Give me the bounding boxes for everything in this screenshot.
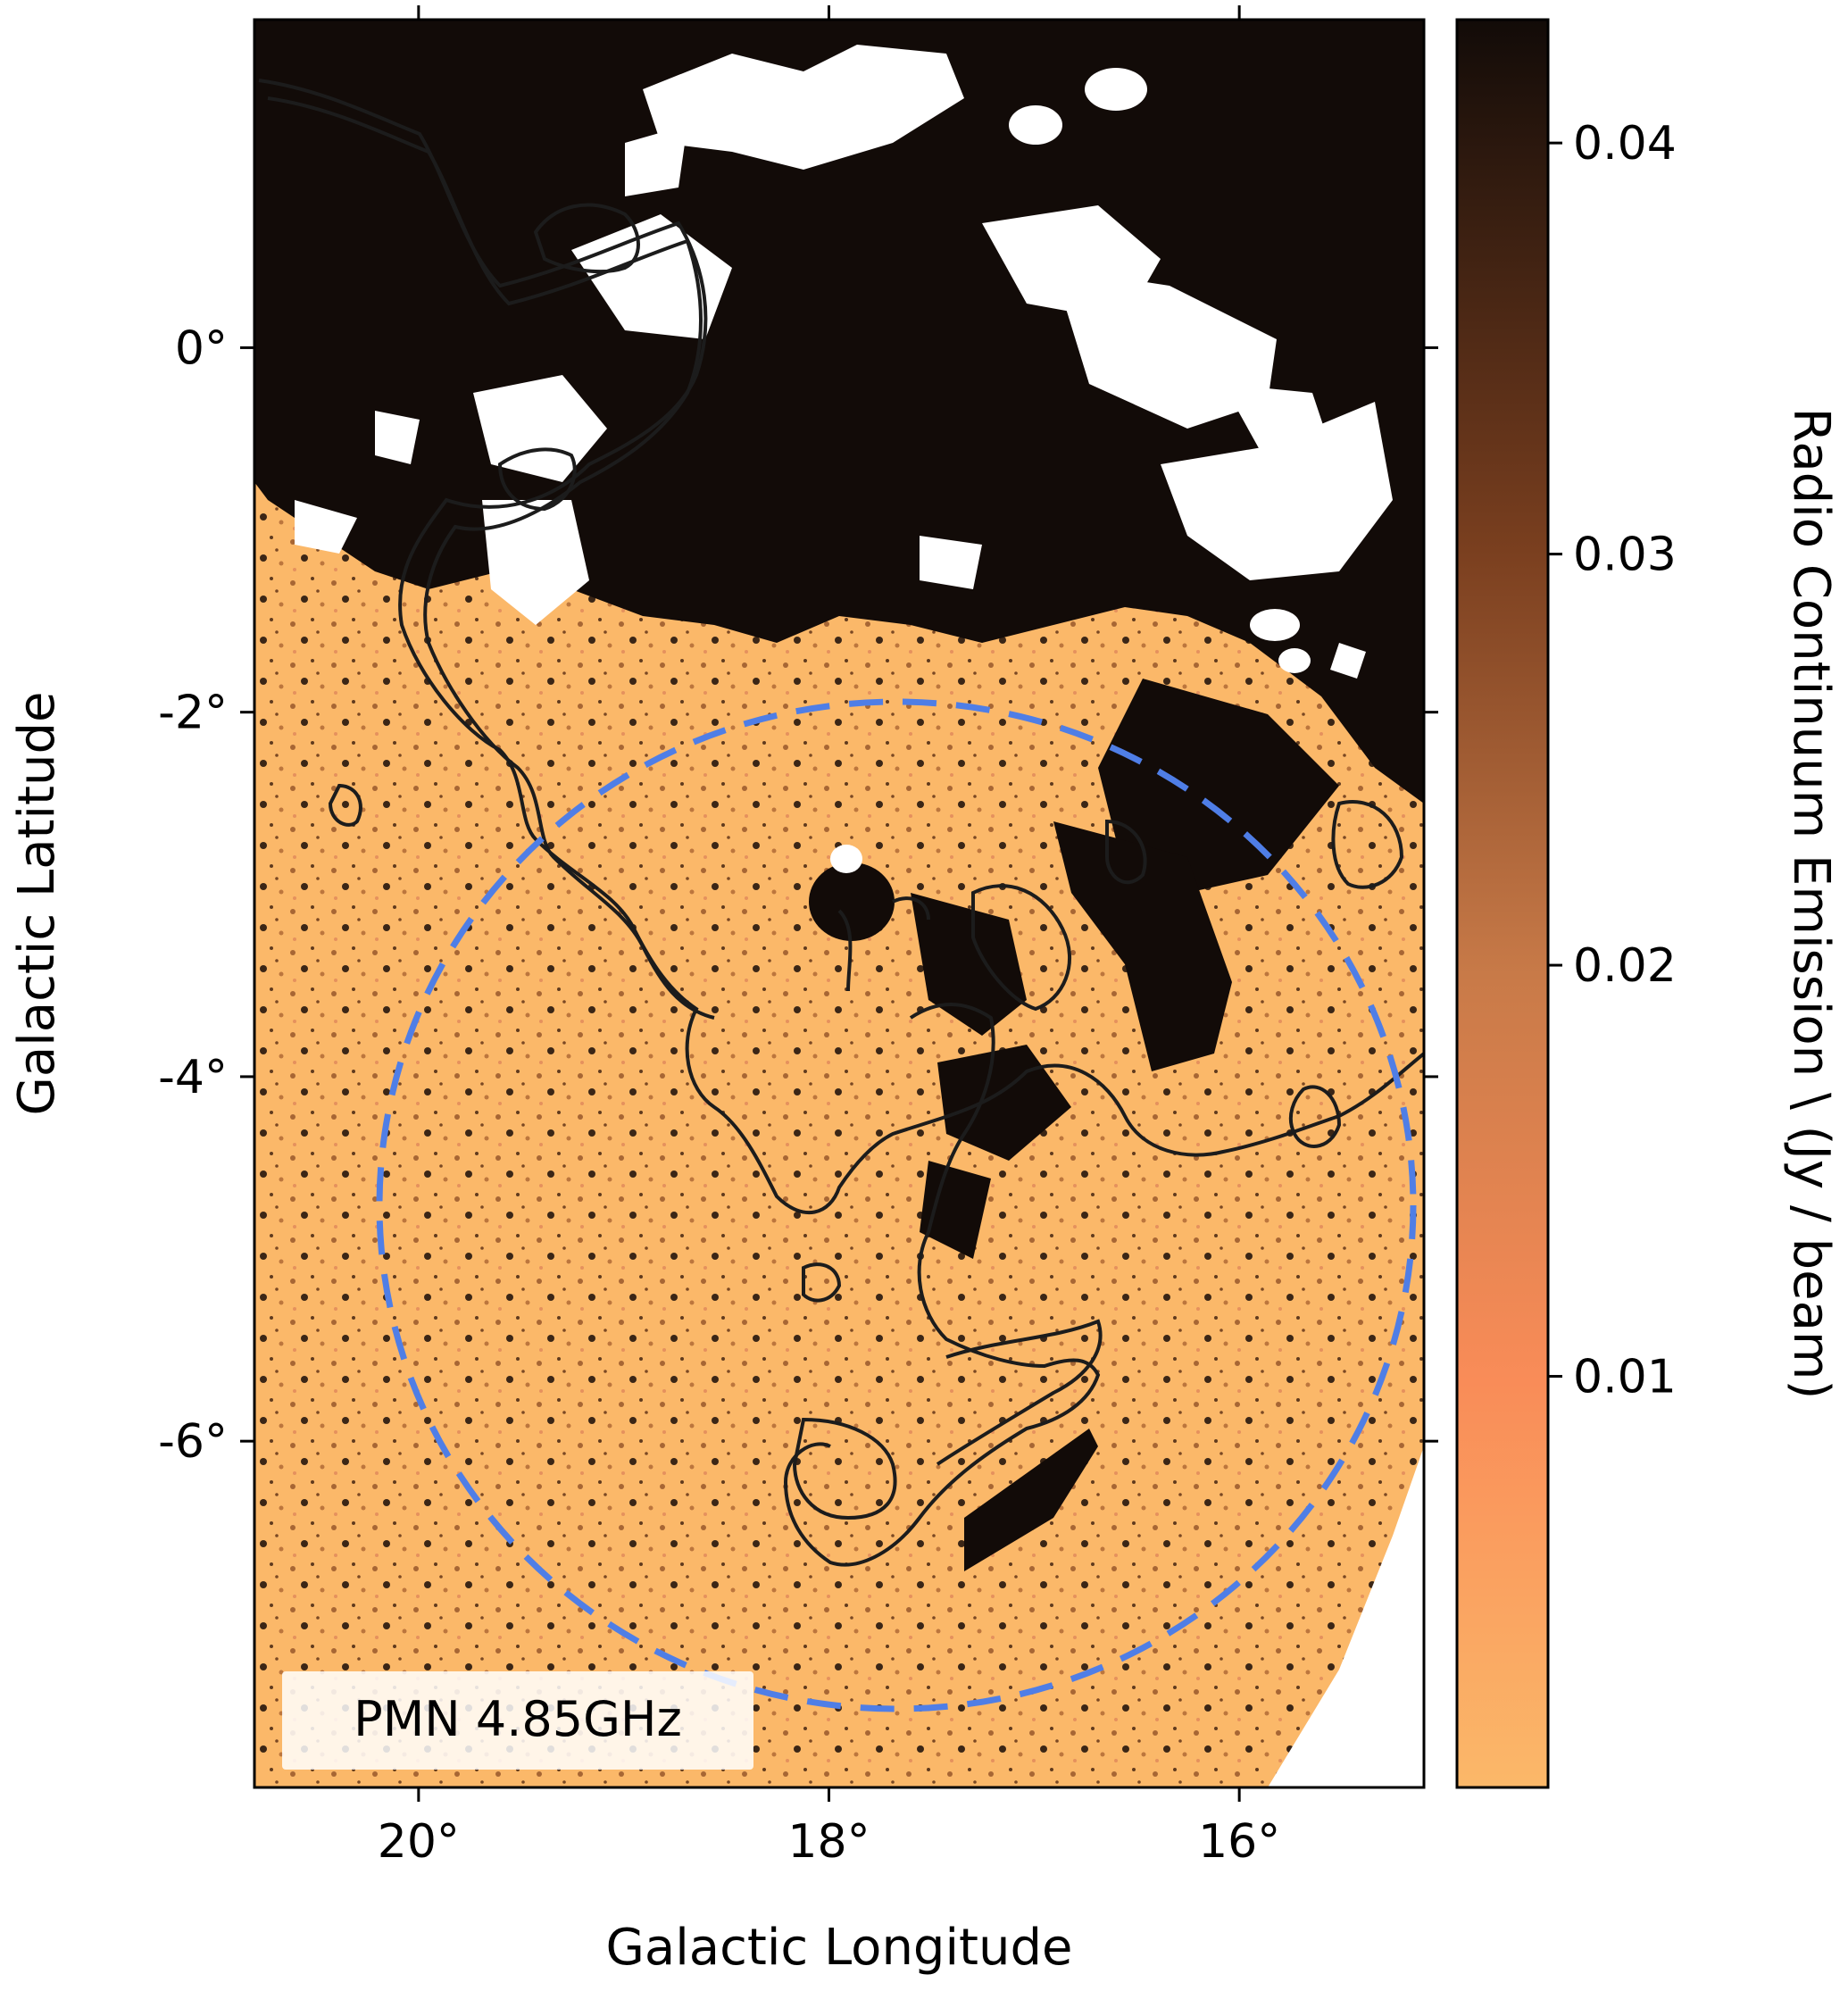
heatmap-image [254,20,1424,1787]
x-axis: 20° 18° 16° [378,5,1280,1869]
colorbar-gradient [1455,18,1550,1789]
x-tick-label: 20° [378,1815,460,1869]
colorbar-tick-label: 0.04 [1573,117,1677,171]
x-tick-label: 16° [1198,1815,1280,1869]
colorbar-ticks: 0.01 0.02 0.03 0.04 [1548,117,1677,1404]
colorbar: 0.01 0.02 0.03 0.04 Radio Continuum Emissio… [1455,18,1840,1789]
y-axis: 0° -2° -4° -6° [158,321,1438,1469]
y-tick-label: -6° [158,1415,228,1469]
plot-frame [253,18,1426,1789]
y-tick-label: 0° [175,321,228,375]
x-tick-label: 18° [787,1815,870,1869]
y-axis-title: Galactic Latitude [8,692,66,1116]
annotation-box [282,1671,753,1770]
colorbar-tick-label: 0.01 [1573,1351,1677,1404]
y-tick-label: -2° [158,687,228,740]
colorbar-label: Radio Continuum Emission \ (Jy / beam) [1782,408,1840,1400]
x-axis-title: Galactic Longitude [605,1919,1072,1977]
annotation-label: PMN 4.85GHz [354,1691,682,1747]
colorbar-tick-label: 0.02 [1573,939,1677,993]
y-tick-label: -4° [158,1051,228,1104]
colorbar-tick-label: 0.03 [1573,529,1677,582]
